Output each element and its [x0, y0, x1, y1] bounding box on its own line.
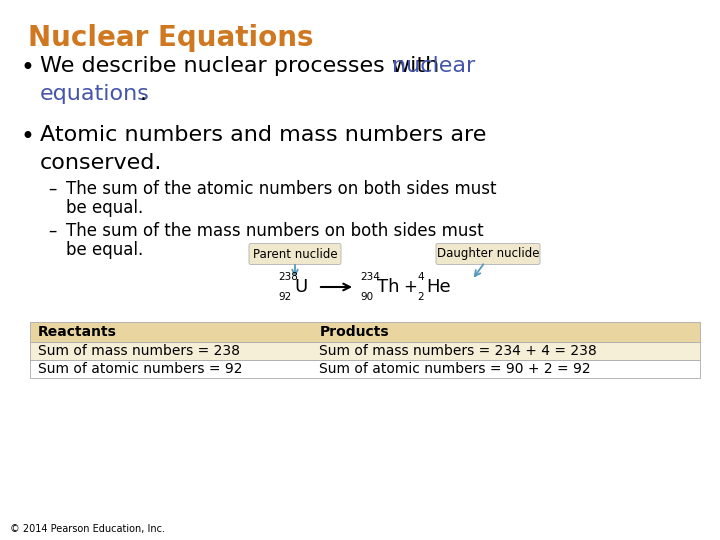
Text: 92: 92 [278, 292, 292, 302]
Text: equations: equations [40, 84, 150, 104]
Text: Products: Products [320, 325, 389, 339]
Text: –: – [48, 222, 56, 240]
Text: © 2014 Pearson Education, Inc.: © 2014 Pearson Education, Inc. [10, 524, 165, 534]
Text: U: U [294, 278, 307, 296]
Bar [30, 342, 700, 360]
Text: Sum of atomic numbers = 92: Sum of atomic numbers = 92 [38, 362, 243, 376]
Text: –: – [48, 180, 56, 198]
FancyBboxPatch shape [436, 244, 540, 265]
Text: Th: Th [377, 278, 400, 296]
Text: nuclear: nuclear [392, 56, 475, 76]
FancyBboxPatch shape [249, 244, 341, 265]
Text: 2: 2 [417, 292, 423, 302]
Text: Sum of mass numbers = 238: Sum of mass numbers = 238 [38, 344, 240, 358]
Text: 4: 4 [417, 272, 423, 282]
Text: •: • [20, 125, 34, 149]
Bar [30, 360, 700, 378]
Text: The sum of the mass numbers on both sides must: The sum of the mass numbers on both side… [66, 222, 484, 240]
Text: We describe nuclear processes with: We describe nuclear processes with [40, 56, 446, 76]
Text: The sum of the atomic numbers on both sides must: The sum of the atomic numbers on both si… [66, 180, 497, 198]
Text: 234: 234 [360, 272, 380, 282]
Text: Daughter nuclide: Daughter nuclide [437, 247, 539, 260]
Text: Reactants: Reactants [38, 325, 117, 339]
Text: 90: 90 [360, 292, 373, 302]
Text: He: He [426, 278, 451, 296]
Text: +: + [403, 278, 417, 296]
Text: be equal.: be equal. [66, 241, 143, 259]
Text: .: . [140, 84, 147, 104]
Text: Parent nuclide: Parent nuclide [253, 247, 337, 260]
Bar [30, 322, 700, 342]
Text: be equal.: be equal. [66, 199, 143, 217]
Text: Atomic numbers and mass numbers are: Atomic numbers and mass numbers are [40, 125, 487, 145]
Text: •: • [20, 56, 34, 80]
Text: Nuclear Equations: Nuclear Equations [28, 24, 313, 52]
Text: conserved.: conserved. [40, 153, 163, 173]
Text: 238: 238 [278, 272, 298, 282]
Text: Sum of mass numbers = 234 + 4 = 238: Sum of mass numbers = 234 + 4 = 238 [320, 344, 597, 358]
Text: Sum of atomic numbers = 90 + 2 = 92: Sum of atomic numbers = 90 + 2 = 92 [320, 362, 591, 376]
